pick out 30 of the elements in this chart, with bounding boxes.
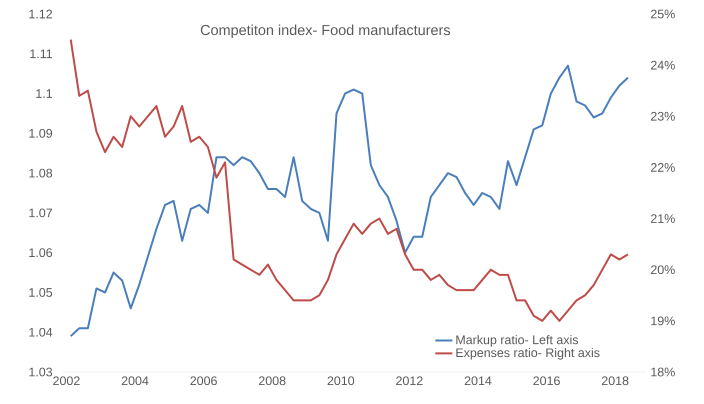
x-tick-label: 2014	[464, 376, 492, 386]
y2-tick-label: 24%	[650, 60, 675, 70]
y-tick-label: 1.08	[29, 168, 52, 178]
text: Competiton index- Food manufacturers	[200, 24, 450, 38]
y-tick-label: 1.11	[30, 50, 52, 58]
y2-tick-label: 20%	[650, 265, 675, 274]
y2-tick-label: 18%	[651, 368, 675, 376]
y-tick-label: 1.09	[29, 128, 52, 138]
y-tick-label: 1.12	[29, 10, 52, 18]
x-tick-label: 2006	[190, 376, 217, 386]
y-tick-label: 1.06	[29, 248, 52, 258]
legend-label: Markup ratio- Left axis	[456, 335, 578, 347]
y2-tick-label: 21%	[650, 214, 675, 223]
x-tick-label: 2012	[396, 376, 423, 386]
y2-tick-label: 23%	[650, 112, 675, 121]
x-tick-label: 2016	[533, 376, 560, 386]
legend-label: Expenses ratio- Right axis	[456, 348, 600, 360]
x-tick-label: 2010	[328, 376, 354, 386]
y-tick-label: 1.03	[29, 368, 52, 376]
y-tick-label: 1.1	[36, 89, 52, 98]
y-tick-label: 1.05	[29, 288, 52, 297]
y2-tick-label: 22%	[650, 163, 675, 172]
y2-tick-label: 19%	[651, 316, 675, 326]
x-tick-label: 2002	[53, 376, 80, 386]
x-tick-label: 2018	[602, 376, 628, 386]
x-tick-label: 2004	[122, 376, 148, 386]
y-tick-label: 1.07	[29, 208, 52, 218]
y2-tick-label: 25%	[650, 10, 675, 18]
x-tick-label: 2008	[258, 376, 286, 386]
y-tick-label: 1.04	[29, 328, 52, 337]
